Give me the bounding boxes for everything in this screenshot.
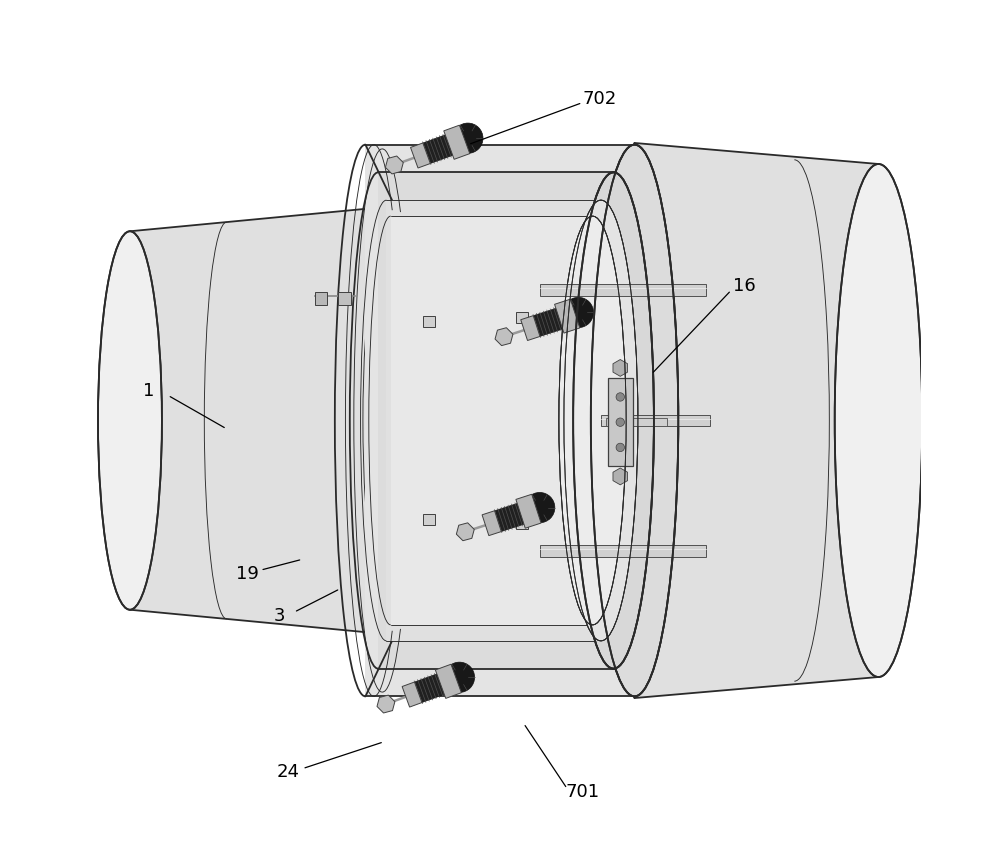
Polygon shape [495, 328, 513, 346]
Polygon shape [411, 143, 430, 168]
Polygon shape [540, 545, 706, 557]
Ellipse shape [573, 172, 654, 669]
Polygon shape [130, 206, 395, 635]
Ellipse shape [98, 231, 162, 610]
Text: 701: 701 [565, 783, 599, 801]
Polygon shape [601, 415, 710, 426]
Polygon shape [540, 284, 706, 296]
Text: 1: 1 [143, 382, 154, 400]
Polygon shape [377, 696, 395, 713]
Polygon shape [555, 299, 580, 333]
Polygon shape [613, 360, 628, 377]
Bar [516, 518, 528, 529]
Circle shape [453, 123, 483, 153]
Polygon shape [402, 682, 422, 707]
Polygon shape [456, 523, 474, 541]
Ellipse shape [591, 145, 678, 696]
Bar [608, 378, 633, 466]
Polygon shape [378, 172, 614, 669]
Bar [516, 312, 528, 323]
Polygon shape [435, 664, 461, 698]
Polygon shape [415, 674, 446, 702]
Bar [423, 515, 435, 525]
Circle shape [616, 393, 624, 401]
Bar [315, 293, 327, 305]
Polygon shape [391, 216, 593, 625]
Polygon shape [423, 135, 454, 163]
Polygon shape [533, 308, 564, 336]
Polygon shape [635, 143, 878, 698]
Bar [338, 293, 351, 305]
Text: 24: 24 [277, 763, 300, 781]
Polygon shape [516, 495, 541, 528]
Polygon shape [613, 468, 628, 484]
Ellipse shape [564, 200, 638, 641]
Text: 19: 19 [236, 564, 259, 583]
Text: 3: 3 [274, 606, 285, 625]
Polygon shape [395, 237, 584, 604]
Polygon shape [386, 200, 601, 641]
Polygon shape [495, 503, 525, 532]
Bar [423, 315, 435, 326]
Polygon shape [365, 145, 635, 696]
Circle shape [616, 418, 624, 426]
Circle shape [444, 662, 475, 692]
Polygon shape [385, 156, 403, 174]
Polygon shape [521, 315, 540, 341]
Circle shape [563, 298, 594, 328]
Polygon shape [444, 125, 470, 159]
Polygon shape [482, 510, 501, 536]
Ellipse shape [559, 216, 626, 625]
Text: 16: 16 [733, 277, 755, 295]
Circle shape [616, 443, 624, 452]
Polygon shape [606, 418, 667, 426]
Circle shape [525, 493, 555, 523]
Ellipse shape [835, 164, 922, 677]
Text: 702: 702 [582, 90, 616, 108]
